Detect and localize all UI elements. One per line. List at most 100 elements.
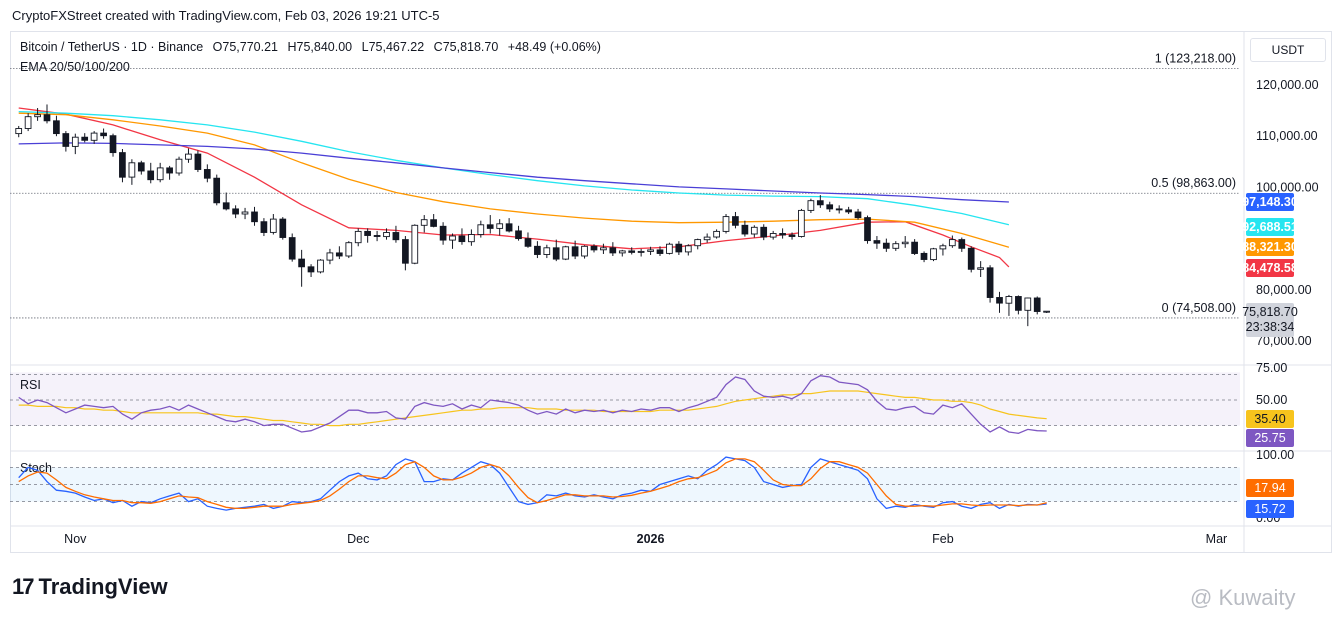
stoch-tick-label: 100.00 xyxy=(1256,448,1294,462)
candle-down xyxy=(505,223,513,232)
tradingview-brand: TradingView xyxy=(38,574,168,599)
candle-up xyxy=(750,226,758,235)
candle-up xyxy=(345,242,353,257)
candle-down xyxy=(213,177,221,204)
candle-up xyxy=(930,248,937,261)
chart-frame xyxy=(10,31,1332,553)
price-label-last: 75,818.70 xyxy=(1242,305,1298,319)
ema-legend[interactable]: EMA 20/50/100/200 xyxy=(20,60,130,74)
candle-up xyxy=(185,153,192,160)
time-tick-label: Nov xyxy=(64,532,87,546)
watermark: @ Kuwaity xyxy=(1190,585,1296,610)
candle-down xyxy=(732,216,739,226)
candle-up xyxy=(90,132,98,141)
stoch-d-label-box xyxy=(1246,479,1294,497)
candle-up xyxy=(562,246,570,260)
candle-up xyxy=(713,230,720,238)
candle-up xyxy=(618,250,626,254)
rsi-value-label: 25.75 xyxy=(1254,431,1285,445)
candle-up xyxy=(71,136,79,147)
stoch-pane-label: Stoch xyxy=(20,461,52,475)
candle-down xyxy=(882,242,890,249)
candle-down xyxy=(911,241,918,254)
candle-down xyxy=(515,230,522,240)
price-label-box xyxy=(1246,259,1294,277)
rsi-tick-label: 75.00 xyxy=(1256,361,1287,375)
candle-up xyxy=(449,235,456,241)
candle-down xyxy=(590,245,598,251)
candle-down xyxy=(100,132,107,137)
candle-up xyxy=(175,158,183,174)
rsi-label-box xyxy=(1246,429,1294,447)
candle-up xyxy=(769,233,777,238)
price-label-box xyxy=(1246,193,1294,211)
candle-up xyxy=(241,211,249,215)
price-tick-label: 120,000.00 xyxy=(1256,78,1319,92)
tradingview-mark-icon: 17 xyxy=(12,574,35,599)
candle-down xyxy=(222,202,230,210)
candle-down xyxy=(392,232,400,241)
stoch-d-label: 17.94 xyxy=(1254,481,1285,495)
ema-line-200 xyxy=(18,142,1009,203)
candle-down xyxy=(81,136,89,141)
candle-down xyxy=(628,250,636,253)
fib-level-label: 1 (123,218.00) xyxy=(1155,52,1236,66)
candle-down xyxy=(458,235,466,243)
currency-button[interactable]: USDT xyxy=(1250,38,1326,62)
price-tick-label: 100,000.00 xyxy=(1256,180,1319,194)
price-label-ema200: 97,148.30 xyxy=(1242,195,1298,209)
candle-down xyxy=(119,152,126,178)
candle-down xyxy=(402,239,409,264)
candle-up xyxy=(543,247,551,255)
stoch-d-line xyxy=(18,458,1047,510)
candle-down xyxy=(43,114,51,122)
candle-up xyxy=(684,245,692,253)
candle-up xyxy=(722,216,730,232)
candle-down xyxy=(779,233,786,236)
candle-down xyxy=(826,204,834,210)
candle-down xyxy=(788,234,796,237)
symbol-legend: Bitcoin / TetherUS · 1D · Binance O75,77… xyxy=(20,40,607,54)
price-tick-label: 80,000.00 xyxy=(1256,283,1312,297)
stoch-k-line xyxy=(18,456,1047,511)
candle-down xyxy=(675,243,683,253)
rsi-ma-line xyxy=(18,390,1047,427)
price-label-ema50: 88,321.30 xyxy=(1242,240,1298,254)
candle-down xyxy=(373,235,381,237)
candle-down xyxy=(835,208,843,211)
candle-up xyxy=(1024,297,1032,311)
time-tick-label: Mar xyxy=(1206,532,1228,546)
symbol-title[interactable]: Bitcoin / TetherUS · 1D · Binance xyxy=(20,40,204,54)
high-value: H75,840.00 xyxy=(287,40,353,54)
candle-down xyxy=(251,211,258,223)
candle-down xyxy=(53,120,60,135)
candle-down xyxy=(741,224,749,235)
candle-up xyxy=(269,218,277,233)
candle-up xyxy=(317,259,324,273)
candle-down xyxy=(967,247,975,270)
price-tick-label: 110,000.00 xyxy=(1256,129,1318,143)
countdown-label: 23:38:34 xyxy=(1246,320,1295,334)
ema-line-50 xyxy=(18,112,1010,248)
candle-up xyxy=(581,245,588,257)
candle-down xyxy=(864,217,871,242)
candle-down xyxy=(524,238,532,247)
candle-down xyxy=(1033,297,1041,312)
price-label-ema20: 84,478.58 xyxy=(1242,261,1298,275)
candle-up xyxy=(798,209,805,237)
ema-line-20 xyxy=(18,107,1010,268)
candle-up xyxy=(383,232,390,238)
candle-down xyxy=(873,240,881,244)
candle-up xyxy=(600,247,607,251)
close-value: C75,818.70 xyxy=(433,40,499,54)
candle-down xyxy=(486,224,494,229)
tradingview-logo[interactable]: 17 TradingView xyxy=(12,574,168,600)
candle-down xyxy=(260,221,268,233)
candle-down xyxy=(232,208,239,215)
candle-down xyxy=(920,252,928,260)
rsi-ma-label: 35.40 xyxy=(1254,412,1285,426)
candle-up xyxy=(694,239,702,247)
candle-down xyxy=(307,266,315,273)
candle-down xyxy=(609,247,617,254)
